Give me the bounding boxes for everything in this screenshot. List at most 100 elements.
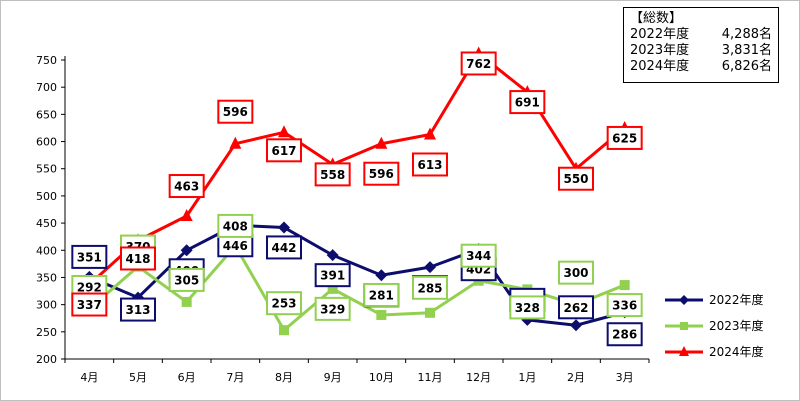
data-label: 391: [320, 269, 345, 283]
data-point-marker: [326, 249, 339, 262]
data-label: 300: [563, 266, 588, 280]
data-label: 305: [174, 273, 199, 287]
y-tick-label: 250: [36, 326, 57, 339]
data-label: 286: [612, 328, 637, 342]
data-label-box: [71, 292, 108, 317]
data-point-marker: [425, 307, 435, 318]
x-tick-label: 6月: [178, 371, 196, 384]
data-label: 762: [466, 57, 491, 71]
data-label-box: [71, 244, 108, 269]
data-point-marker: [376, 309, 387, 320]
summary-label: 2024年度: [630, 59, 690, 74]
legend-label: 2024年度: [709, 344, 764, 359]
data-label: 442: [271, 241, 296, 255]
x-tick-label: 3月: [616, 371, 634, 384]
data-label-box: [606, 293, 643, 318]
data-label: 550: [563, 172, 588, 186]
x-tick-label: 1月: [518, 371, 536, 384]
y-tick-label: 500: [36, 190, 57, 203]
data-point-marker: [424, 261, 436, 274]
data-label-box: [509, 295, 546, 320]
data-label: 558: [320, 168, 345, 182]
data-label: 408: [223, 219, 248, 233]
data-label: 596: [369, 167, 394, 181]
y-tick-label: 550: [36, 163, 57, 176]
y-tick-label: 450: [36, 217, 57, 230]
x-tick-label: 8月: [275, 371, 293, 384]
legend-marker: [680, 322, 688, 330]
legend: 2022年度 2023年度 2024年度: [665, 292, 764, 359]
data-label: 596: [223, 105, 248, 119]
x-tick-label: 5月: [129, 371, 147, 384]
data-label: 351: [77, 250, 102, 264]
data-label: 617: [271, 144, 296, 158]
legend-marker: [679, 346, 689, 356]
data-label-box: [460, 51, 497, 76]
series-line-2: [88, 51, 626, 286]
data-label: 446: [223, 239, 248, 253]
data-label-box: [314, 263, 351, 288]
data-label-box: [558, 295, 594, 320]
summary-title: 【総数】: [630, 11, 683, 26]
legend-label: 2023年度: [709, 318, 764, 333]
y-tick-label: 350: [36, 271, 57, 284]
data-label: 281: [369, 288, 394, 302]
y-tick-label: 400: [36, 244, 57, 257]
legend-label: 2022年度: [709, 292, 764, 307]
data-point-marker: [180, 209, 193, 222]
data-point-marker: [278, 221, 290, 234]
y-tick-label: 300: [36, 299, 57, 312]
x-tick-label: 7月: [226, 371, 244, 384]
data-point-marker: [180, 244, 193, 257]
data-labels: 3513134004464423913543694022722622862923…: [71, 51, 643, 347]
x-tick-label: 11月: [418, 371, 443, 384]
data-label: 613: [417, 158, 442, 172]
summary-row-2024: 2024年度 6,826名: [630, 59, 772, 75]
data-label-box: [120, 246, 156, 271]
data-point-marker: [570, 319, 582, 332]
x-tick-label: 9月: [324, 371, 342, 384]
data-label-box: [266, 138, 302, 163]
data-label-box: [412, 275, 448, 300]
data-label: 337: [77, 298, 102, 312]
y-tick-label: 700: [36, 81, 57, 94]
y-tick-label: 200: [36, 353, 57, 366]
data-point-marker: [278, 125, 290, 138]
data-label-box: [314, 296, 351, 321]
data-label-box: [363, 282, 400, 307]
data-point-marker: [327, 283, 338, 294]
x-tick-label: 10月: [369, 371, 394, 384]
data-label-box: [168, 174, 205, 199]
total-summary-box: 【総数】 2022年度 4,288名 2023年度 3,831名 2024年度 …: [623, 7, 779, 83]
data-label-box: [606, 125, 643, 150]
y-tick-label: 650: [36, 108, 57, 121]
data-label-box: [168, 267, 205, 292]
data-point-marker: [375, 269, 388, 282]
data-label: 292: [77, 280, 102, 294]
data-label: 253: [271, 297, 296, 311]
axes: 200 250 300 350 400 450 500 550 600 650 700 750 4月 5月…: [36, 54, 650, 384]
data-label: 313: [125, 303, 150, 317]
data-label-box: [558, 260, 594, 285]
data-label-box: [460, 243, 497, 268]
data-label-box: [363, 161, 400, 186]
data-label: 625: [612, 131, 637, 145]
summary-row-2023: 2023年度 3,831名: [630, 43, 772, 59]
data-point-marker: [375, 136, 388, 149]
data-label-box: [266, 235, 302, 260]
data-label: 418: [125, 252, 150, 266]
summary-value: 4,288名: [721, 27, 772, 42]
data-point-marker: [229, 136, 242, 149]
data-point-marker: [424, 127, 436, 140]
data-label: 463: [174, 180, 199, 194]
data-label-box: [509, 90, 546, 115]
summary-label: 2022年度: [630, 27, 690, 42]
series-line-0: [88, 223, 626, 327]
data-label: 285: [417, 281, 442, 295]
data-label-box: [266, 291, 302, 316]
data-label: 344: [466, 249, 491, 263]
data-label-box: [558, 166, 594, 191]
y-tick-label: 600: [36, 136, 57, 149]
data-label: 336: [612, 299, 637, 313]
